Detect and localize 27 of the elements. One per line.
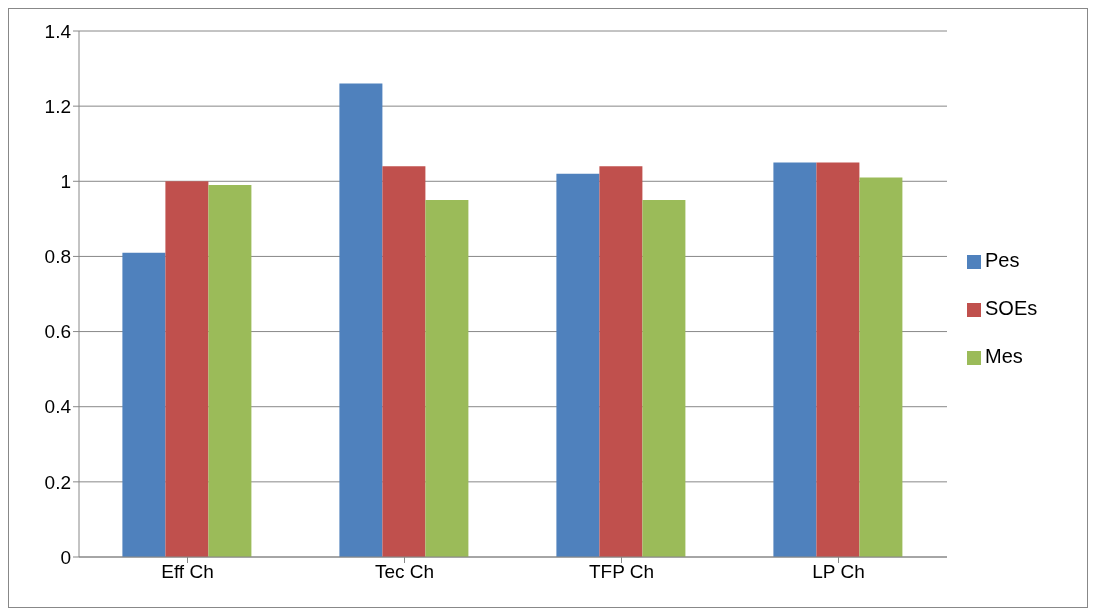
legend-label: Mes <box>985 345 1023 367</box>
legend-label: Pes <box>985 249 1020 271</box>
y-tick-label: 0.2 <box>44 471 71 493</box>
bar <box>425 200 469 557</box>
y-tick-label: 0 <box>60 546 71 568</box>
y-tick-label: 0.6 <box>44 321 71 343</box>
bar <box>773 162 817 557</box>
legend-label: SOEs <box>985 297 1038 319</box>
y-tick-label: 0.8 <box>44 246 71 268</box>
bar <box>382 166 426 557</box>
bar <box>122 252 166 557</box>
x-tick-label: Tec Ch <box>374 561 435 583</box>
y-tick-label: 1.4 <box>44 20 72 42</box>
bar <box>642 200 686 557</box>
bar <box>339 83 383 557</box>
bar <box>816 162 860 557</box>
bar <box>859 177 903 557</box>
bar <box>208 185 252 557</box>
x-tick-label: LP Ch <box>812 561 865 583</box>
bar <box>556 173 600 557</box>
y-tick-label: 1 <box>60 171 71 193</box>
x-tick-label: Eff Ch <box>161 561 214 583</box>
bar <box>165 181 209 557</box>
bar <box>599 166 643 557</box>
x-tick-label: TFP Ch <box>588 561 655 583</box>
y-tick-label: 0.4 <box>44 396 72 418</box>
y-tick-label: 1.2 <box>44 95 71 117</box>
